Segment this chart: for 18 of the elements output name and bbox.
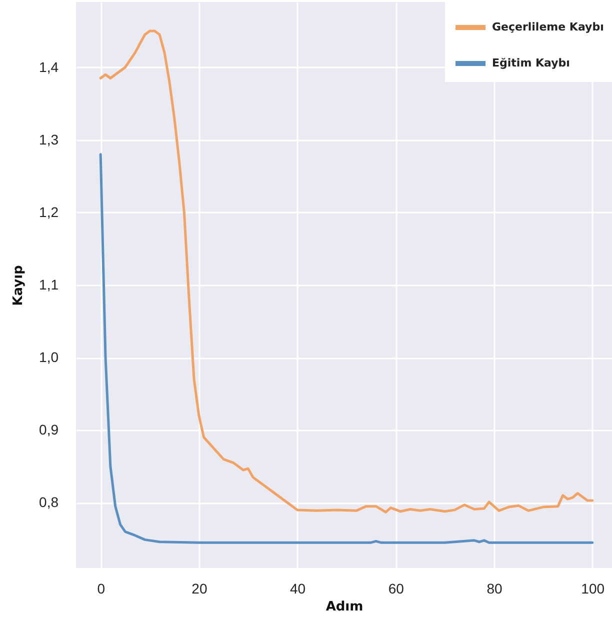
x-tick-label: 0 [97, 580, 106, 596]
y-tick-label: 1,2 [39, 204, 59, 220]
y-tick-label: 0,9 [39, 422, 59, 438]
legend-label: Geçerlileme Kaybı [492, 20, 604, 34]
y-tick-label: 1,3 [39, 131, 59, 148]
legend-label: Eğitim Kaybı [492, 56, 570, 70]
x-tick-label: 100 [581, 580, 605, 596]
x-tick-label: 20 [192, 580, 208, 596]
x-axis-title: Adım [326, 600, 364, 614]
x-tick-label: 60 [388, 580, 404, 596]
y-tick-label: 1,1 [39, 276, 59, 292]
line-series [99, 153, 594, 544]
y-tick-label: 1,0 [39, 349, 59, 366]
y-tick-label: 1,4 [39, 58, 59, 75]
x-tick-label: 80 [486, 580, 502, 596]
y-tick-label: 0,8 [39, 494, 59, 510]
x-tick-label: 40 [290, 580, 306, 596]
y-axis-title: Kayıp [11, 265, 26, 306]
